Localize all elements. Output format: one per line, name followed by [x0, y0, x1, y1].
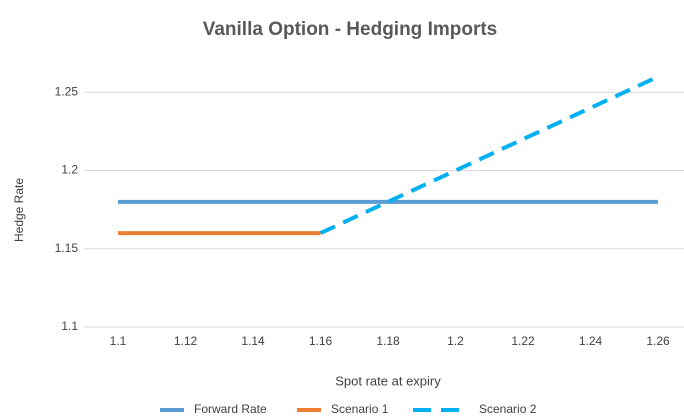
series-line [319, 74, 659, 235]
x-tick-label: 1.26 [646, 334, 670, 348]
y-axis-label: Hedge Rate [12, 178, 26, 242]
y-tick-label: 1.1 [61, 319, 78, 333]
x-tick-label: 1.14 [241, 334, 265, 348]
x-tick-label: 1.22 [511, 334, 535, 348]
x-tick-label: 1.2 [447, 334, 464, 348]
legend-label: Scenario 2 [479, 402, 537, 416]
x-tick-label: 1.1 [110, 334, 127, 348]
x-tick-label: 1.16 [309, 334, 333, 348]
y-tick-label: 1.2 [61, 163, 78, 177]
x-axis-label: Spot rate at expiry [335, 373, 441, 388]
legend-label: Scenario 1 [331, 402, 389, 416]
x-tick-label: 1.18 [376, 334, 400, 348]
y-tick-label: 1.15 [55, 241, 79, 255]
y-tick-label: 1.25 [55, 84, 79, 98]
x-tick-label: 1.24 [579, 334, 603, 348]
chart-title: Vanilla Option - Hedging Imports [203, 19, 498, 40]
legend-label: Forward Rate [194, 402, 267, 416]
x-tick-label: 1.12 [174, 334, 198, 348]
